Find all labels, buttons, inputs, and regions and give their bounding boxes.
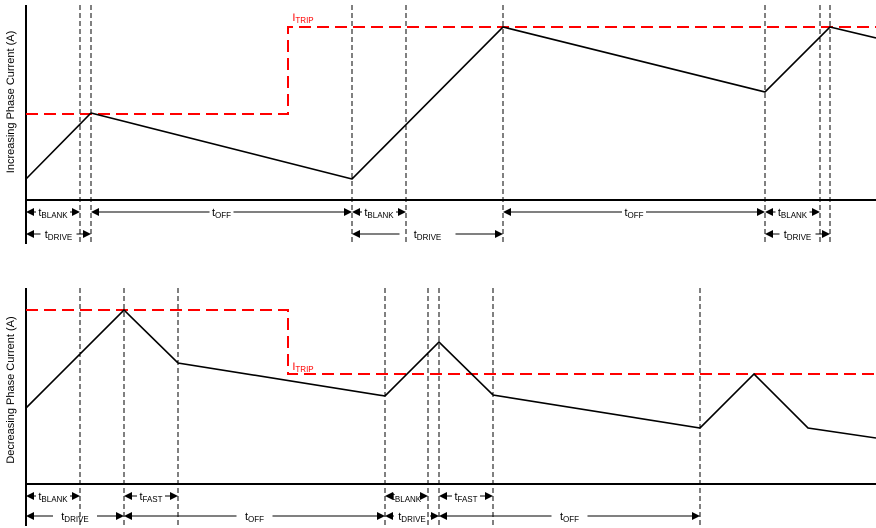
interval-label-main: t [398, 511, 401, 523]
interval-label-sub: OFF [215, 211, 231, 220]
trip-label: ITRIP [292, 12, 313, 25]
phase-current-waveform [25, 308, 876, 439]
interval-label: tBLANK [38, 207, 68, 220]
phase-current-waveform [25, 26, 876, 180]
interval-label: tBLANK [364, 207, 394, 220]
interval-label-sub: DRIVE [64, 515, 88, 524]
interval-label-sub: DRIVE [401, 515, 425, 524]
interval-label: tDRIVE [414, 229, 442, 242]
interval-label-main: t [212, 207, 215, 219]
interval-label-sub: DRIVE [48, 233, 72, 242]
trip-label-sub: TRIP [295, 16, 313, 25]
interval-label-main: t [38, 207, 41, 219]
interval-label: tOFF [245, 511, 264, 524]
interval-label-main: t [778, 207, 781, 219]
interval-label: tDRIVE [398, 511, 426, 524]
interval-label: tOFF [560, 511, 579, 524]
interval-label-sub: BLANK [41, 495, 68, 504]
interval-label-main: t [414, 229, 417, 241]
interval-label-sub: FAST [143, 495, 163, 504]
top-y-axis-label: Increasing Phase Current (A) [5, 31, 17, 173]
trip-threshold-line [26, 309, 876, 375]
interval-label-sub: FAST [458, 495, 478, 504]
interval-label: tOFF [212, 207, 231, 220]
interval-label-main: t [784, 229, 787, 241]
interval-label: tFAST [454, 491, 477, 504]
interval-label-sub: DRIVE [787, 233, 811, 242]
trip-label-sub: TRIP [295, 365, 313, 374]
interval-label: tBLANK [778, 207, 808, 220]
interval-label-main: t [245, 511, 248, 523]
interval-label-main: t [364, 207, 367, 219]
interval-label-sub: BLANK [781, 211, 808, 220]
interval-label-main: t [392, 491, 395, 503]
interval-label: tBLANK [38, 491, 68, 504]
interval-label-main: t [38, 491, 41, 503]
interval-label: tDRIVE [784, 229, 812, 242]
interval-label-sub: BLANK [395, 495, 422, 504]
interval-label-sub: DRIVE [417, 233, 441, 242]
interval-label-main: t [45, 229, 48, 241]
trip-label-main: I [292, 361, 295, 373]
interval-label-sub: OFF [248, 515, 264, 524]
trip-threshold-line [26, 26, 876, 115]
trip-label-main: I [292, 12, 295, 24]
interval-label-sub: OFF [628, 211, 644, 220]
interval-label-sub: OFF [563, 515, 579, 524]
interval-label-main: t [560, 511, 563, 523]
bottom-y-axis-label: Decreasing Phase Current (A) [5, 316, 17, 463]
interval-label-sub: BLANK [41, 211, 68, 220]
interval-label: tDRIVE [61, 511, 89, 524]
interval-label-main: t [454, 491, 457, 503]
interval-label: tFAST [139, 491, 162, 504]
trip-label: ITRIP [292, 361, 313, 374]
interval-label: tOFF [624, 207, 643, 220]
interval-label-main: t [624, 207, 627, 219]
interval-label-main: t [139, 491, 142, 503]
interval-label-main: t [61, 511, 64, 523]
interval-label: tDRIVE [45, 229, 73, 242]
interval-label-sub: BLANK [367, 211, 394, 220]
interval-label: tBLANK [392, 491, 422, 504]
